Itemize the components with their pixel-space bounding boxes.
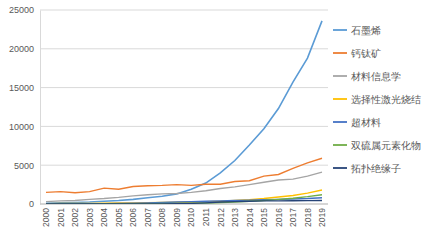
x-axis: 2000 2001 2002 2003 2004 2005 2006 2007 2008 2009… — [40, 204, 328, 227]
x-tick-label: 2000 — [41, 208, 51, 227]
x-tick: 2005 — [114, 204, 124, 227]
x-tick: 2003 — [85, 204, 95, 227]
y-tick: 5000 — [14, 161, 40, 171]
x-tick: 2008 — [157, 204, 167, 227]
y-tick: 15000 — [9, 83, 40, 93]
x-tick: 2015 — [259, 204, 269, 227]
x-tick: 2007 — [143, 204, 153, 227]
legend-swatch — [333, 29, 347, 31]
y-tick-label: 15000 — [9, 83, 34, 93]
y-tick: 20000 — [9, 44, 40, 54]
x-tick-label: 2015 — [259, 208, 269, 227]
y-tick: 25000 — [9, 5, 40, 15]
x-tick-label: 2006 — [128, 208, 138, 227]
legend-label: 钙钛矿 — [350, 48, 381, 59]
y-tick-label: 20000 — [9, 44, 34, 54]
x-tick-label: 2004 — [99, 208, 109, 227]
x-tick-label: 2016 — [274, 208, 284, 227]
x-tick-label: 2002 — [70, 208, 80, 227]
y-tick-label: 5000 — [14, 161, 34, 171]
legend: 石墨烯钙钛矿材料信息学选择性激光烧结超材料双硫属元素化物拓扑绝缘子 — [333, 25, 421, 174]
x-tick-label: 2012 — [216, 208, 226, 227]
x-tick-label: 2010 — [186, 208, 196, 227]
legend-label: 拓扑绝缘子 — [350, 163, 401, 174]
grid-line — [40, 87, 328, 88]
legend-swatch — [333, 98, 347, 100]
chart: 0500010000150002000025000200020012002200… — [0, 0, 432, 236]
x-tick-label: 2019 — [317, 208, 327, 227]
legend-label: 材料信息学 — [350, 71, 401, 82]
y-tick-label: 10000 — [9, 122, 34, 132]
x-tick-label: 2003 — [85, 208, 95, 227]
legend-swatch — [333, 167, 347, 169]
y-axis-line — [40, 11, 41, 205]
legend-swatch — [333, 144, 347, 146]
x-tick-label: 2011 — [201, 208, 211, 227]
x-tick: 2004 — [99, 204, 109, 227]
y-tick-label: 0 — [29, 199, 34, 209]
x-tick: 2012 — [216, 204, 226, 227]
x-tick-label: 2014 — [245, 208, 255, 227]
y-tick: 10000 — [9, 122, 40, 132]
x-tick: 2011 — [201, 204, 211, 226]
x-tick-label: 2013 — [230, 208, 240, 227]
legend-swatch — [333, 121, 347, 123]
grid-line — [40, 165, 328, 166]
y-tick: 0 — [29, 199, 40, 209]
x-tick-label: 2009 — [172, 208, 182, 227]
x-tick-label: 2018 — [303, 208, 313, 227]
grid-line — [40, 126, 328, 127]
legend-label: 超材料 — [351, 117, 381, 128]
x-tick: 2000 — [41, 204, 51, 227]
grid — [40, 10, 328, 204]
legend-label: 选择性激光烧结 — [351, 94, 421, 105]
legend-label: 双硫属元素化物 — [351, 140, 421, 151]
x-tick: 2010 — [186, 204, 196, 227]
legend-label: 石墨烯 — [351, 25, 381, 36]
x-tick: 2016 — [274, 204, 284, 227]
x-tick: 2006 — [128, 204, 138, 227]
x-tick-label: 2001 — [56, 208, 66, 227]
grid-line — [40, 48, 328, 49]
x-tick: 2002 — [70, 204, 80, 227]
x-tick: 2014 — [245, 204, 255, 227]
x-tick-label: 2017 — [288, 208, 298, 227]
legend-swatch — [333, 52, 347, 54]
x-tick-label: 2005 — [114, 208, 124, 227]
grid-line — [40, 10, 328, 11]
plot-area — [46, 21, 322, 204]
y-axis: 0 5000 10000 15000 20000 25000 — [9, 5, 41, 209]
x-tick: 2001 — [56, 204, 66, 227]
x-tick: 2019 — [317, 204, 327, 227]
x-tick: 2013 — [230, 204, 240, 227]
x-tick: 2018 — [303, 204, 313, 227]
x-tick: 2009 — [172, 204, 182, 227]
y-tick-label: 25000 — [9, 5, 34, 15]
series-line — [46, 190, 322, 204]
series-line — [46, 158, 322, 193]
series-line — [46, 201, 322, 204]
series-line — [46, 195, 322, 204]
legend-swatch — [333, 75, 347, 77]
x-tick-label: 2007 — [143, 208, 153, 227]
x-tick: 2017 — [288, 204, 298, 227]
series-line — [46, 21, 322, 203]
x-tick-label: 2008 — [157, 208, 167, 227]
